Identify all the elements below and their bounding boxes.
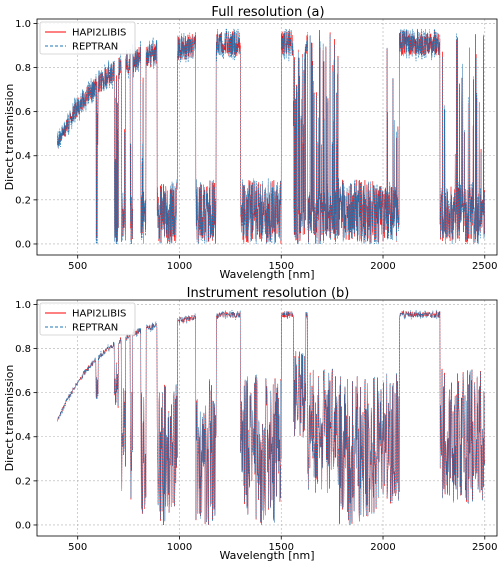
x-tick-label: 1000	[167, 261, 192, 272]
x-tick-label: 1000	[167, 542, 192, 553]
x-tick-label: 1500	[269, 261, 294, 272]
y-tick-label: 0.0	[15, 520, 31, 531]
y-tick-label: 0.2	[15, 476, 31, 487]
y-tick-label: 0.0	[15, 239, 31, 250]
y-tick-label: 0.6	[15, 388, 31, 399]
line-reptran	[57, 309, 486, 525]
y-tick-label: 0.8	[15, 63, 31, 74]
y-tick-label: 0.8	[15, 344, 31, 355]
series-reptran	[57, 309, 486, 525]
legend-label-reptran: REPTRAN	[72, 42, 118, 53]
x-tick-label: 2000	[370, 261, 395, 272]
y-tick-label: 0.4	[15, 432, 31, 443]
x-tick-label: 2000	[370, 542, 395, 553]
plot-frame	[36, 18, 498, 256]
x-axis-label: Wavelength [nm]	[219, 549, 314, 562]
x-tick-label: 2500	[472, 261, 497, 272]
y-tick-label: 0.4	[15, 151, 31, 162]
legend-label-hapi2libis: HAPI2LIBIS	[72, 28, 126, 39]
y-axis: 0.0 0.2 0.4 0.6 0.8 1.0	[15, 300, 37, 531]
panel-a: Full resolution (a) 500 1000 1500 2000 2500 …	[3, 5, 498, 281]
x-tick-label: 2500	[472, 542, 497, 553]
x-tick-label: 1500	[269, 542, 294, 553]
chart-title: Instrument resolution (b)	[187, 286, 350, 301]
x-axis: 500 1000 1500 2000 2500	[68, 255, 498, 272]
chart-title: Full resolution (a)	[211, 5, 324, 20]
y-tick-label: 1.0	[15, 300, 31, 311]
plot-frame	[36, 299, 498, 537]
legend-label-reptran: REPTRAN	[72, 323, 118, 334]
x-axis-label: Wavelength [nm]	[219, 268, 314, 281]
x-tick-label: 500	[68, 542, 87, 553]
line-reptran	[57, 28, 485, 245]
legend: HAPI2LIBIS REPTRAN	[39, 302, 136, 336]
y-tick-label: 1.0	[15, 19, 31, 30]
y-axis: 0.0 0.2 0.4 0.6 0.8 1.0	[15, 19, 37, 250]
panel-b: Instrument resolution (b) 500 1000 1500 200…	[3, 286, 498, 562]
y-tick-label: 0.6	[15, 107, 31, 118]
y-axis-label: Direct transmission	[3, 84, 16, 191]
y-axis-label: Direct transmission	[3, 365, 16, 472]
x-tick-label: 500	[68, 261, 87, 272]
series-reptran	[57, 28, 485, 245]
legend-label-hapi2libis: HAPI2LIBIS	[72, 309, 126, 320]
y-tick-label: 0.2	[15, 195, 31, 206]
legend: HAPI2LIBIS REPTRAN	[39, 21, 136, 55]
x-axis: 500 1000 1500 2000 2500	[68, 536, 498, 553]
